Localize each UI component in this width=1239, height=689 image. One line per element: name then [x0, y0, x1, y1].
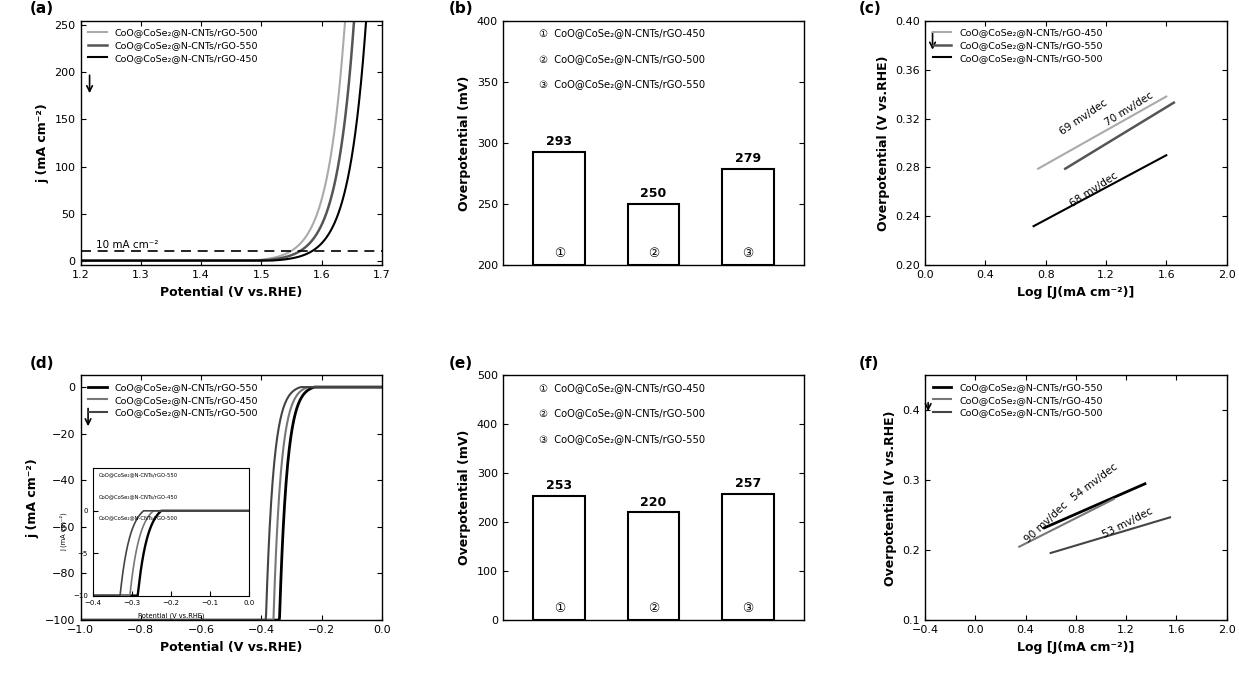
- Text: (e): (e): [449, 356, 472, 371]
- Y-axis label: Overpotential (mV): Overpotential (mV): [458, 430, 471, 566]
- Y-axis label: j (mA cm⁻²): j (mA cm⁻²): [36, 103, 50, 183]
- Text: ①  CoO@CoSe₂@N-CNTs/rGO-450: ① CoO@CoSe₂@N-CNTs/rGO-450: [539, 28, 705, 38]
- Text: ②: ②: [648, 602, 659, 615]
- Text: ①: ①: [554, 602, 565, 615]
- Text: ③: ③: [742, 247, 753, 260]
- Text: (a): (a): [30, 1, 53, 17]
- Legend: CoO@CoSe₂@N-CNTs/rGO-500, CoO@CoSe₂@N-CNTs/rGO-550, CoO@CoSe₂@N-CNTs/rGO-450: CoO@CoSe₂@N-CNTs/rGO-500, CoO@CoSe₂@N-CN…: [85, 25, 261, 65]
- Text: (d): (d): [30, 356, 53, 371]
- Text: 54 mv/dec: 54 mv/dec: [1069, 462, 1120, 503]
- Y-axis label: j (mA cm⁻²): j (mA cm⁻²): [27, 458, 40, 537]
- Text: 53 mv/dec: 53 mv/dec: [1101, 506, 1155, 539]
- Text: 257: 257: [735, 477, 761, 491]
- Y-axis label: Overpotential (mV): Overpotential (mV): [458, 75, 471, 211]
- Text: (c): (c): [859, 1, 881, 17]
- Bar: [628, 513, 679, 620]
- Text: ③  CoO@CoSe₂@N-CNTs/rGO-550: ③ CoO@CoSe₂@N-CNTs/rGO-550: [539, 79, 705, 90]
- Bar: [628, 204, 679, 265]
- Bar: [534, 496, 585, 620]
- Text: (f): (f): [859, 356, 878, 371]
- Text: ③: ③: [742, 602, 753, 615]
- Text: 69 mv/dec: 69 mv/dec: [1058, 98, 1109, 137]
- Y-axis label: Overpotential (V vs.RHE): Overpotential (V vs.RHE): [883, 410, 897, 586]
- X-axis label: Potential (V vs.RHE): Potential (V vs.RHE): [160, 286, 302, 299]
- X-axis label: Log [J(mA cm⁻²)]: Log [J(mA cm⁻²)]: [1017, 286, 1135, 299]
- Text: ③  CoO@CoSe₂@N-CNTs/rGO-550: ③ CoO@CoSe₂@N-CNTs/rGO-550: [539, 434, 705, 444]
- Legend: CoO@CoSe₂@N-CNTs/rGO-450, CoO@CoSe₂@N-CNTs/rGO-550, CoO@CoSe₂@N-CNTs/rGO-500: CoO@CoSe₂@N-CNTs/rGO-450, CoO@CoSe₂@N-CN…: [929, 25, 1105, 65]
- Text: 10 mA cm⁻²: 10 mA cm⁻²: [95, 240, 159, 250]
- Text: 90 mv/dec: 90 mv/dec: [1023, 500, 1070, 544]
- Bar: [534, 152, 585, 265]
- Bar: [722, 169, 773, 265]
- X-axis label: Log [J(mA cm⁻²)]: Log [J(mA cm⁻²)]: [1017, 641, 1135, 654]
- Text: ①  CoO@CoSe₂@N-CNTs/rGO-450: ① CoO@CoSe₂@N-CNTs/rGO-450: [539, 383, 705, 393]
- Text: 68 mv/dec: 68 mv/dec: [1068, 171, 1120, 209]
- Text: 279: 279: [735, 152, 761, 165]
- Text: 220: 220: [641, 495, 667, 508]
- Legend: CoO@CoSe₂@N-CNTs/rGO-550, CoO@CoSe₂@N-CNTs/rGO-450, CoO@CoSe₂@N-CNTs/rGO-500: CoO@CoSe₂@N-CNTs/rGO-550, CoO@CoSe₂@N-CN…: [929, 380, 1105, 420]
- Text: 293: 293: [546, 135, 572, 148]
- Text: ①: ①: [554, 247, 565, 260]
- Text: 70 mv/dec: 70 mv/dec: [1103, 91, 1155, 128]
- Y-axis label: Overpotential (V vs.RHE): Overpotential (V vs.RHE): [877, 55, 890, 231]
- X-axis label: Potential (V vs.RHE): Potential (V vs.RHE): [160, 641, 302, 654]
- Bar: [722, 494, 773, 620]
- Text: ②: ②: [648, 247, 659, 260]
- Text: 253: 253: [546, 480, 572, 493]
- Text: (b): (b): [449, 1, 473, 17]
- Text: ②  CoO@CoSe₂@N-CNTs/rGO-500: ② CoO@CoSe₂@N-CNTs/rGO-500: [539, 409, 705, 418]
- Text: 250: 250: [641, 187, 667, 200]
- Legend: CoO@CoSe₂@N-CNTs/rGO-550, CoO@CoSe₂@N-CNTs/rGO-450, CoO@CoSe₂@N-CNTs/rGO-500: CoO@CoSe₂@N-CNTs/rGO-550, CoO@CoSe₂@N-CN…: [85, 380, 261, 420]
- Text: ②  CoO@CoSe₂@N-CNTs/rGO-500: ② CoO@CoSe₂@N-CNTs/rGO-500: [539, 54, 705, 63]
